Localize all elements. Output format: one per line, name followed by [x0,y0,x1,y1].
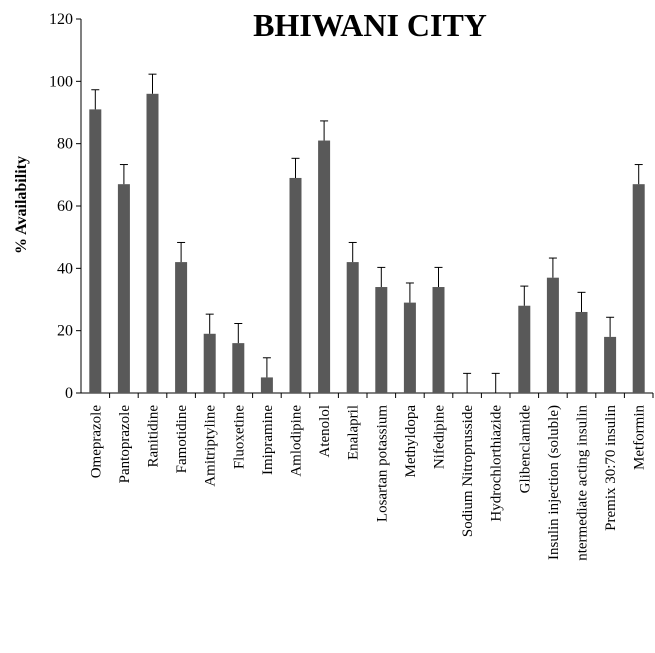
bar [146,93,159,394]
bar [403,302,416,393]
x-tick-label: Enalapril [346,405,362,460]
bar [575,311,588,393]
x-tick-label: Premix 30:70 insulin [603,405,619,531]
x-tick-label: Nifedipine [432,405,448,469]
y-tick-label: 40 [57,260,73,277]
y-axis-label: % Availability [13,156,30,254]
x-tick-label: Insulin injection (soluble) [546,405,562,560]
error-bar [377,266,386,288]
error-bar [520,285,529,306]
bar [604,336,617,393]
x-tick-label: Imipramine [260,405,276,475]
chart-title: BHIWANI CITY [253,7,487,43]
x-tick-label: ntermediate acting insulin [575,405,591,561]
x-tick-label: Glibenclamide [517,405,533,494]
error-bar [634,164,643,185]
bar [289,177,302,393]
x-tick-label: Sodium Nitroprusside [460,405,476,537]
error-bar [234,322,243,344]
y-tick-label: 60 [57,198,73,215]
error-bar [348,241,357,263]
error-bar [205,313,214,334]
error-bar [463,372,472,393]
bar [203,333,216,393]
error-bar [177,241,186,263]
bar [546,277,559,393]
error-bar [405,282,414,303]
bar [632,184,645,393]
error-bar [91,89,100,110]
x-tick-label: Amlodipine [289,405,305,477]
x-tick-label: Fluoxetine [231,405,247,470]
error-bar [434,266,443,288]
bar [518,305,531,393]
x-tick-label: Pantoprazole [117,405,133,484]
x-tick-label: Atenolol [317,405,333,458]
y-tick-label: 0 [65,385,73,402]
x-tick-label: Hydrochlorthiazide [489,405,505,522]
bar [175,262,188,393]
x-tick-label: Amitriptyline [203,405,219,487]
error-bar [491,372,500,393]
y-tick-label: 80 [57,136,73,153]
error-bar [262,357,271,378]
x-tick-label: Ranitidine [146,405,162,468]
bar [346,262,359,393]
error-bar [320,120,329,141]
error-bar [577,291,586,312]
x-tick-label: Losartan potassium [374,405,390,522]
error-bar [606,316,615,337]
x-tick-label: Metformin [632,405,648,470]
y-tick-label: 100 [49,73,73,90]
x-tick-label: Methyldopa [403,405,419,478]
x-tick-label: Omeprazole [88,405,104,479]
x-tick-label: Famotidine [174,405,190,474]
bar [375,287,388,393]
bar [318,140,331,393]
error-bar [291,157,300,178]
y-tick-label: 20 [57,323,73,340]
error-bar [148,73,157,94]
bar [117,184,130,393]
y-tick-label: 120 [49,11,73,28]
error-bar [548,257,557,278]
bar [432,287,445,393]
bar [89,109,102,393]
bar [232,343,245,393]
bar [260,377,273,393]
error-bar [119,164,128,185]
